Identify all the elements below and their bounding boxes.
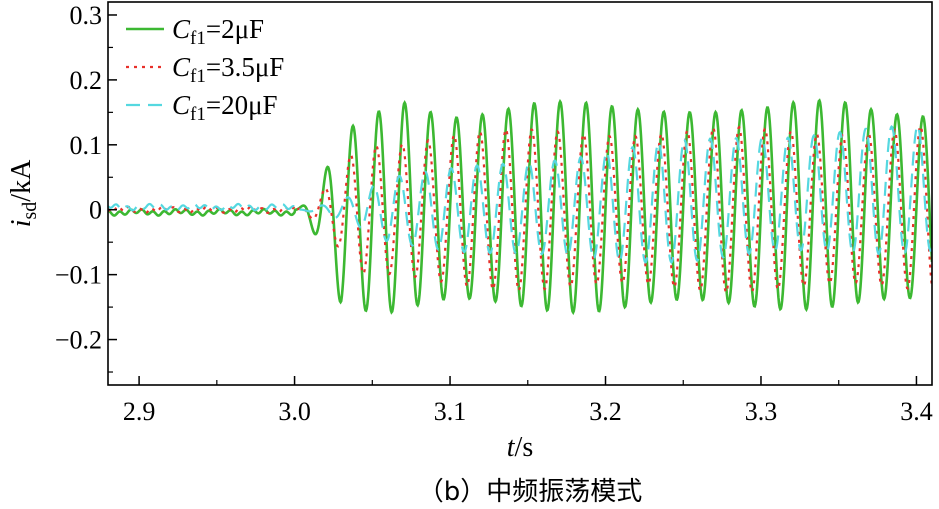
x-tick-label: 3.4 xyxy=(900,397,933,426)
y-axis-title: isd/kA xyxy=(6,159,41,227)
y-tick-label: 0.1 xyxy=(70,131,103,160)
plot-frame xyxy=(107,1,933,386)
legend-label-2: Cf1=3.5μF xyxy=(172,52,284,87)
series-line-1 xyxy=(108,98,932,316)
x-tick-label: 3.0 xyxy=(278,397,311,426)
y-tick-label: 0 xyxy=(89,196,102,225)
x-tick-label: 3.3 xyxy=(745,397,778,426)
x-tick-label: 3.2 xyxy=(589,397,622,426)
y-tick-label: −0.1 xyxy=(55,261,102,290)
x-tick-label: 3.1 xyxy=(434,397,467,426)
legend-label-1: Cf1=2μF xyxy=(172,14,264,49)
series-line-3 xyxy=(108,124,932,264)
x-axis-title: t/s xyxy=(507,432,533,463)
series-line-2 xyxy=(108,125,932,295)
ticks-layer: 2.9 3.0 3.1 3.2 3.3 3.4 0.3 0.2 0.1 0 −0.1 −0.2 xyxy=(55,1,933,426)
x-tick-label: 2.9 xyxy=(123,397,156,426)
y-tick-label: 0.2 xyxy=(70,66,103,95)
legend-label-3: Cf1=20μF xyxy=(172,90,278,125)
figure-caption: （b）中频振荡模式 xyxy=(418,477,643,507)
y-tick-label: 0.3 xyxy=(70,1,103,30)
series-layer xyxy=(108,98,932,316)
y-tick-label: −0.2 xyxy=(55,326,102,355)
